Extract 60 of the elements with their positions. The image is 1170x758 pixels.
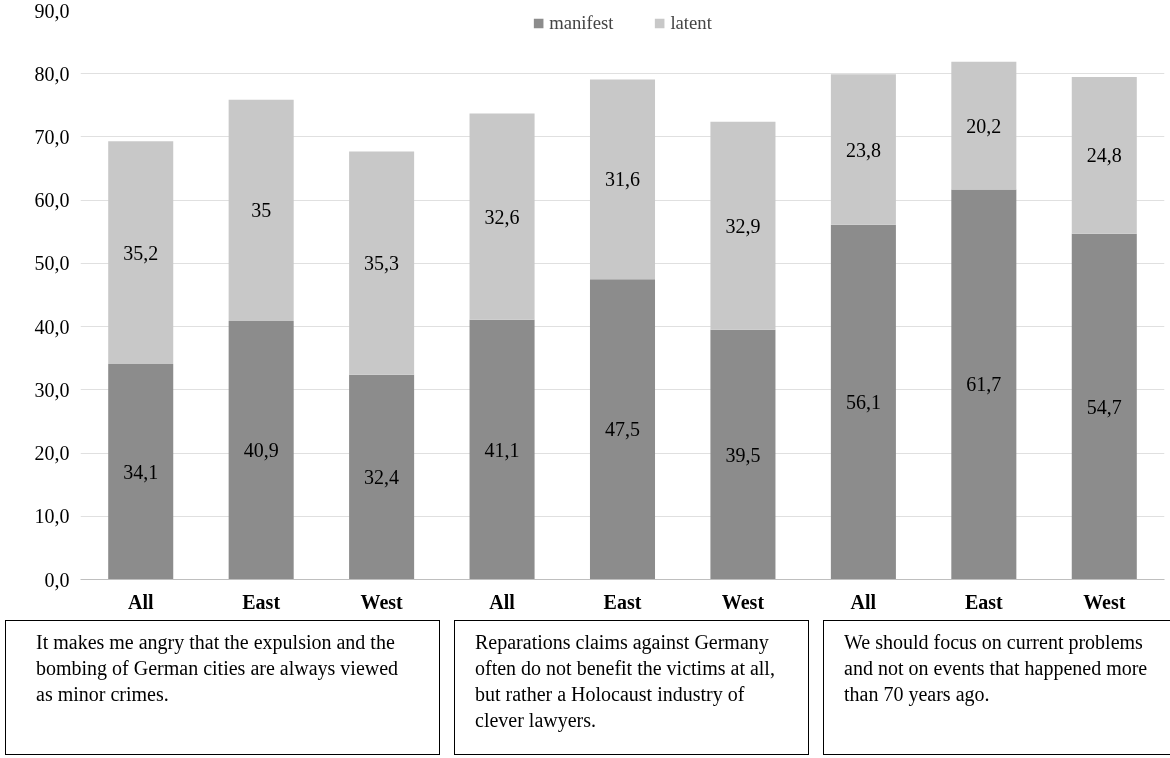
bar: [951, 189, 1017, 580]
data-label: 54,7: [1086, 395, 1122, 418]
bar: [951, 61, 1017, 190]
bar: [349, 374, 415, 580]
bar: [1071, 233, 1137, 580]
x-tick-label: West: [360, 590, 404, 613]
bar: [349, 151, 415, 375]
y-tick-label: 0,0: [44, 568, 70, 591]
x-tick-label: East: [603, 590, 642, 613]
data-label: 56,1: [845, 391, 881, 414]
data-label: 41,1: [484, 438, 520, 461]
bar: [108, 141, 174, 364]
legend-label: latent: [670, 12, 712, 34]
bar: [469, 113, 535, 320]
bar: [710, 121, 776, 330]
y-tick-label: 90,0: [34, 0, 70, 22]
bar: [589, 279, 656, 580]
data-label: 61,7: [966, 373, 1002, 396]
bar: [469, 319, 535, 580]
bar: [228, 320, 294, 580]
data-label: 32,4: [364, 466, 400, 489]
data-label: 34,1: [123, 460, 159, 483]
x-tick-label: West: [721, 590, 765, 613]
y-tick-label: 10,0: [34, 505, 70, 528]
x-tick-label: East: [242, 590, 281, 613]
bar: [108, 363, 174, 580]
bar: [710, 329, 776, 580]
bar: [228, 99, 294, 321]
data-label: 35,3: [364, 252, 400, 275]
data-label: 24,8: [1086, 144, 1122, 167]
text: It makes me angry that the expulsion and the bombing of German cities are always viewed as minor crimes.: [36, 630, 400, 707]
y-tick-label: 70,0: [34, 125, 70, 148]
data-label: 31,6: [605, 168, 640, 191]
x-tick-label: All: [127, 590, 154, 613]
data-label: 39,5: [725, 443, 761, 466]
bar: [1071, 76, 1137, 234]
data-label: 47,5: [605, 418, 640, 441]
data-label: 20,2: [966, 114, 1002, 137]
data-label: 35,2: [123, 241, 159, 264]
y-tick-label: 80,0: [34, 62, 70, 85]
data-label: 32,9: [725, 214, 761, 237]
y-tick-label: 20,0: [34, 442, 70, 465]
bar: [589, 79, 656, 280]
bar: [830, 74, 896, 225]
y-tick-label: 40,0: [34, 315, 70, 338]
data-label: 35: [251, 199, 272, 222]
x-tick-label: All: [489, 590, 516, 613]
legend-label: manifest: [549, 12, 614, 34]
x-tick-label: West: [1083, 590, 1126, 613]
y-tick-label: 60,0: [34, 189, 70, 212]
y-tick-label: 50,0: [34, 252, 70, 275]
x-tick-label: All: [850, 590, 877, 613]
text: Reparations claims against Germany often do not benefit the victims at all, but rather a Holocaust industry of clever lawyers.: [475, 630, 776, 733]
data-label: 32,6: [484, 205, 520, 228]
y-tick-label: 30,0: [34, 378, 70, 401]
bar: [830, 224, 896, 580]
data-label: 40,9: [243, 439, 279, 462]
data-label: 23,8: [845, 138, 881, 161]
x-tick-label: East: [964, 590, 1004, 613]
text: We should focus on current problems and not on events that happened more than 70 years ago.: [844, 630, 1149, 707]
